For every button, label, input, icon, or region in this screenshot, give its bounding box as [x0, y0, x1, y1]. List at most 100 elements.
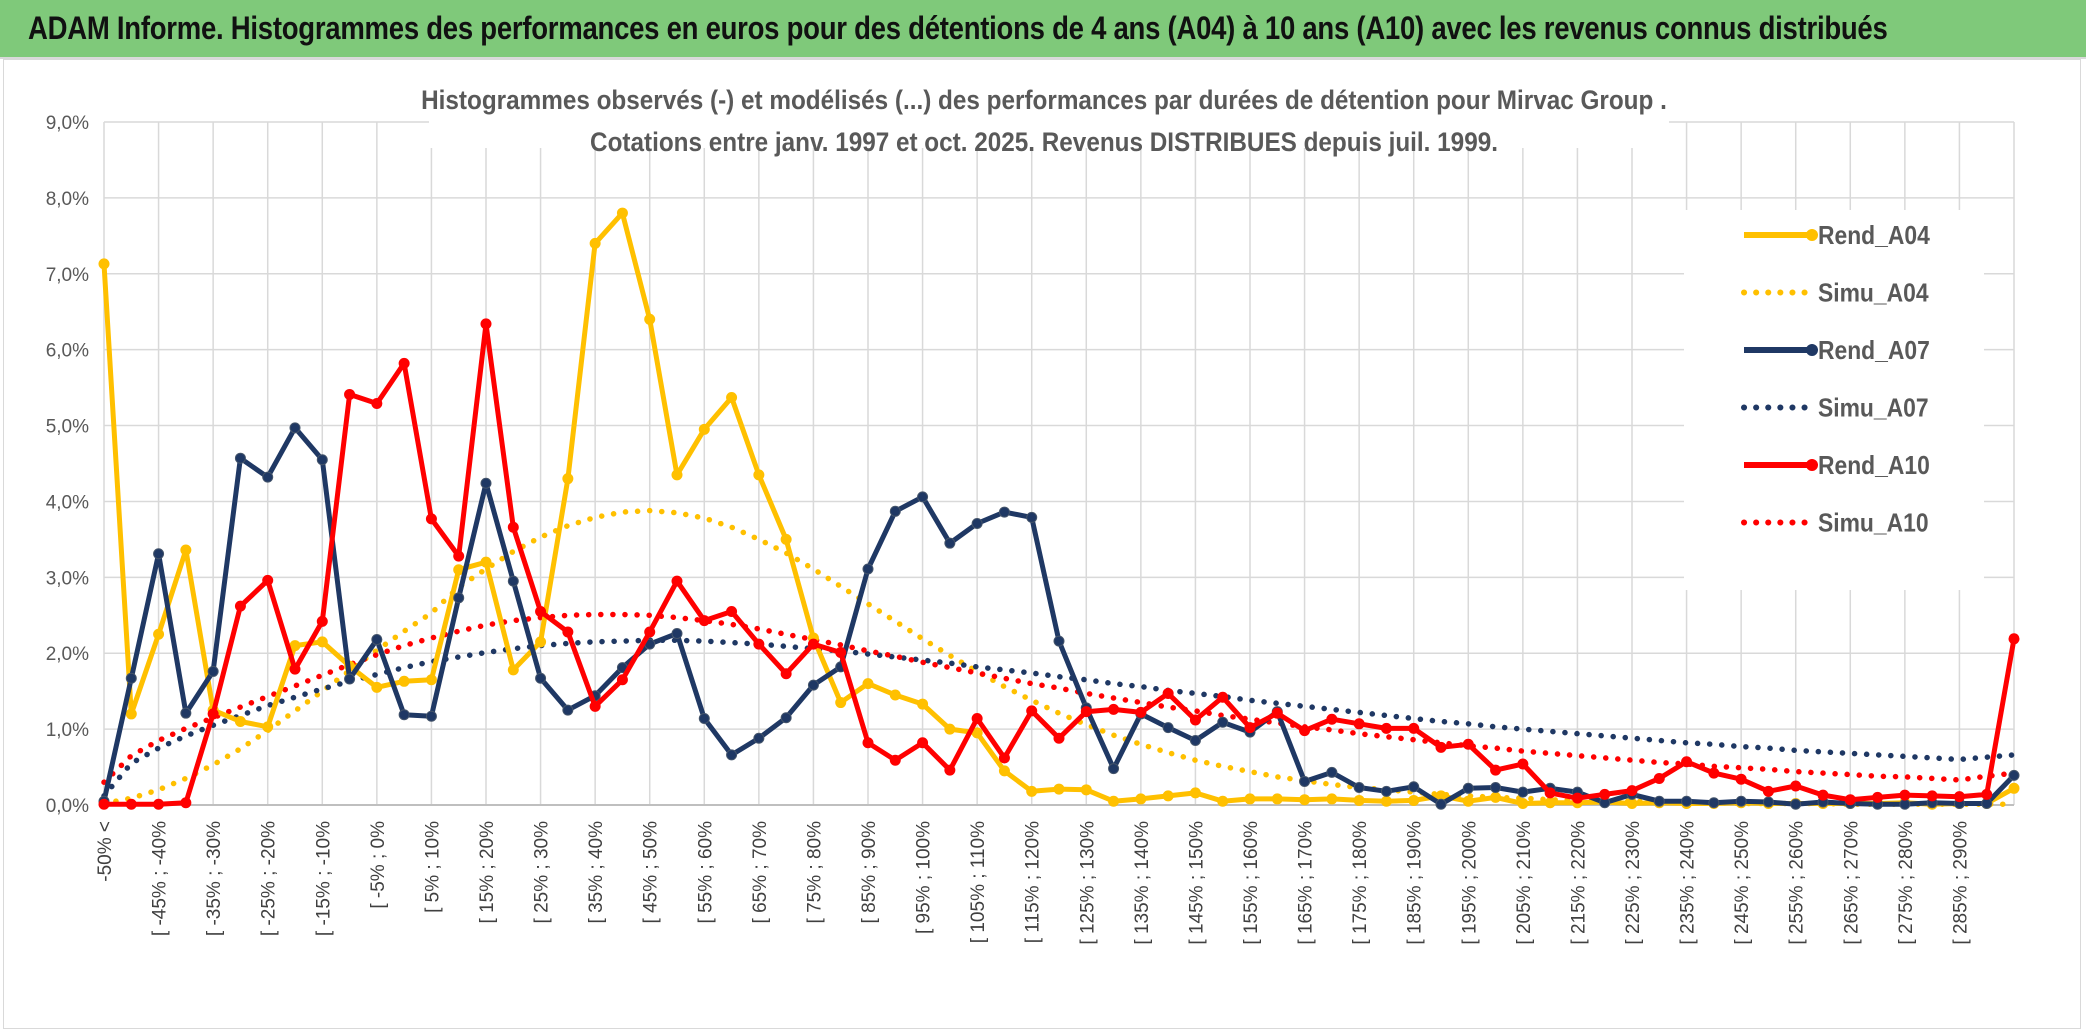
y-tick-label: 6,0%	[46, 341, 89, 362]
point-Rend_A10	[453, 550, 465, 562]
chart-title-group: Histogrammes observés (-) et modélisés (…	[421, 78, 1669, 157]
point-Rend_A04	[1299, 794, 1311, 806]
point-Rend_A10	[1599, 788, 1611, 800]
point-Rend_A10	[125, 798, 137, 810]
x-tick-label: [ 125% ; 130%	[1077, 821, 1098, 945]
y-tick-label: 8,0%	[46, 189, 89, 210]
x-tick-label: [ 265% ; 270%	[1841, 821, 1862, 945]
point-Rend_A04	[726, 391, 738, 403]
point-Rend_A07	[1790, 798, 1802, 810]
point-Rend_A07	[1053, 635, 1065, 647]
point-Rend_A10	[316, 615, 328, 627]
point-Rend_A10	[1817, 789, 1829, 801]
x-tick-label: [ 65% ; 70%	[750, 821, 771, 924]
point-Rend_A04	[1462, 795, 1474, 807]
point-Rend_A04	[1326, 793, 1338, 805]
point-Rend_A10	[1517, 758, 1529, 770]
x-tick-label: [ 135% ; 140%	[1132, 821, 1153, 945]
point-Rend_A07	[971, 517, 983, 529]
point-Rend_A07	[234, 452, 246, 464]
point-Rend_A04	[1080, 784, 1092, 796]
series-Rend_A10	[98, 318, 2020, 810]
point-Rend_A10	[835, 646, 847, 658]
point-Rend_A04	[125, 708, 137, 720]
point-Rend_A04	[425, 674, 437, 686]
x-tick-label: [ 115% ; 120%	[1023, 821, 1044, 943]
point-Rend_A07	[1299, 775, 1311, 787]
point-Rend_A04	[289, 640, 301, 652]
x-tick-label: [ 225% ; 230%	[1623, 821, 1644, 945]
point-Rend_A07	[1353, 782, 1365, 794]
x-tick-label: [ 155% ; 160%	[1241, 821, 1262, 945]
x-tick-label: [ 275% ; 280%	[1896, 821, 1917, 945]
point-Rend_A07	[1762, 796, 1774, 808]
series-group	[98, 207, 2020, 810]
point-Rend_A04	[998, 765, 1010, 777]
legend-box	[1684, 210, 1984, 590]
point-Rend_A07	[371, 634, 383, 646]
point-Rend_A07	[1708, 797, 1720, 809]
point-Rend_A10	[944, 764, 956, 776]
point-Rend_A07	[1380, 785, 1392, 797]
x-tick-label: [ 5% ; 10%	[422, 821, 443, 913]
x-tick-label: [ 35% ; 40%	[586, 821, 607, 924]
x-tick-label: [ 215% ; 220%	[1568, 821, 1589, 945]
chart-frame: Histogrammes observés (-) et modélisés (…	[3, 59, 2081, 1029]
x-tick-label: [ 55% ; 60%	[695, 821, 716, 924]
point-Rend_A07	[1408, 781, 1420, 793]
point-Rend_A10	[1135, 706, 1147, 718]
point-Rend_A07	[1981, 797, 1993, 809]
y-tick-label: 2,0%	[46, 644, 89, 665]
chart-title: Histogrammes observés (-) et modélisés (…	[421, 86, 1667, 115]
point-Rend_A10	[1408, 722, 1420, 734]
x-tick-label: [ 25% ; 30%	[532, 821, 553, 924]
legend-marker-Rend_A10	[1806, 459, 1818, 471]
y-tick-label: 5,0%	[46, 417, 89, 438]
point-Rend_A07	[2008, 769, 2020, 781]
point-Rend_A10	[180, 797, 192, 809]
point-Rend_A10	[1217, 691, 1229, 703]
point-Rend_A10	[234, 600, 246, 612]
point-Rend_A04	[698, 423, 710, 435]
report-banner: ADAM Informe. Histogrammes des performan…	[0, 0, 2086, 59]
point-Rend_A07	[289, 422, 301, 434]
point-Rend_A04	[1026, 785, 1038, 797]
point-Rend_A04	[316, 636, 328, 648]
point-Rend_A07	[862, 563, 874, 575]
point-Rend_A10	[1708, 767, 1720, 779]
point-Rend_A07	[398, 709, 410, 721]
series-Simu_A04	[101, 507, 2017, 807]
point-Rend_A07	[344, 673, 356, 685]
point-Rend_A04	[1626, 797, 1638, 809]
point-Rend_A04	[1380, 795, 1392, 807]
point-Rend_A07	[998, 506, 1010, 518]
point-Rend_A04	[480, 556, 492, 568]
point-Rend_A07	[1435, 798, 1447, 810]
point-Rend_A07	[726, 749, 738, 761]
x-tick-label: [ -45% ; -40%	[150, 821, 171, 936]
legend-marker-Rend_A07	[1806, 344, 1818, 356]
point-Rend_A10	[344, 388, 356, 400]
point-Rend_A04	[1217, 795, 1229, 807]
x-tick-label: [ -35% ; -30%	[204, 821, 225, 936]
point-Rend_A10	[1681, 756, 1693, 768]
x-tick-label: [ -25% ; -20%	[259, 821, 280, 936]
point-Rend_A07	[562, 704, 574, 716]
point-Rend_A07	[944, 537, 956, 549]
point-Rend_A04	[180, 544, 192, 556]
point-Rend_A07	[780, 712, 792, 724]
point-Rend_A04	[835, 697, 847, 709]
point-Rend_A10	[207, 708, 219, 720]
point-Rend_A10	[562, 626, 574, 638]
point-Rend_A10	[535, 605, 547, 617]
point-Rend_A07	[1517, 786, 1529, 798]
point-Rend_A10	[1435, 741, 1447, 753]
point-Rend_A10	[1189, 714, 1201, 726]
point-Rend_A04	[262, 721, 274, 733]
point-Rend_A07	[535, 672, 547, 684]
point-Rend_A10	[1899, 789, 1911, 801]
point-Rend_A10	[153, 798, 165, 810]
legend-label-Rend_A07: Rend_A07	[1818, 337, 1930, 366]
x-tick-label: [ 15% ; 20%	[477, 821, 498, 924]
point-Rend_A07	[1162, 722, 1174, 734]
